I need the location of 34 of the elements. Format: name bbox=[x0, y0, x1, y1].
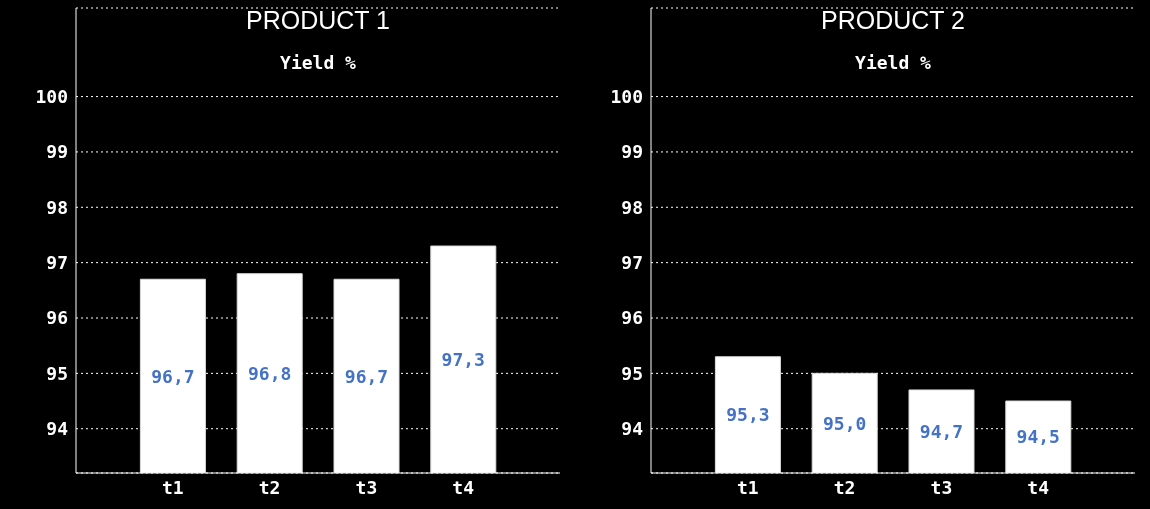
y-tick-label: 94 bbox=[46, 418, 69, 440]
data-label: 96,7 bbox=[344, 365, 389, 387]
y-tick-label: 100 bbox=[35, 85, 68, 107]
y-tick-label: 99 bbox=[621, 141, 643, 163]
text: Yield % bbox=[854, 52, 932, 73]
y-tick-label: 96 bbox=[46, 307, 68, 329]
data-label: 95,3 bbox=[726, 404, 770, 426]
data-label: 94,5 bbox=[1016, 426, 1060, 448]
data-label: 96,8 bbox=[248, 362, 292, 384]
chart-title: PRODUCT 2 bbox=[820, 6, 966, 35]
x-tick-label: t1 bbox=[161, 476, 184, 498]
y-tick-label: 95 bbox=[621, 362, 643, 384]
data-label: 94,7 bbox=[919, 420, 964, 442]
x-tick-label: t4 bbox=[1027, 476, 1050, 498]
x-tick-label: t3 bbox=[930, 476, 953, 498]
x-tick-label: t2 bbox=[258, 476, 281, 498]
y-tick-label: 99 bbox=[46, 141, 68, 163]
y-tick-label: 98 bbox=[46, 196, 68, 218]
y-tick-label: 97 bbox=[621, 252, 643, 274]
chart-title: PRODUCT 1 bbox=[245, 6, 391, 35]
y-tick-label: 100 bbox=[610, 85, 643, 107]
y-tick-label: 96 bbox=[621, 307, 643, 329]
y-tick-label: 98 bbox=[621, 196, 643, 218]
data-label: 95,0 bbox=[823, 412, 867, 434]
y-tick-label: 95 bbox=[46, 362, 68, 384]
y-tick-label: 97 bbox=[46, 252, 68, 274]
x-tick-label: t1 bbox=[736, 476, 759, 498]
data-label: 97,3 bbox=[441, 348, 485, 370]
x-tick-label: t3 bbox=[355, 476, 378, 498]
x-tick-label: t2 bbox=[833, 476, 856, 498]
data-label: 96,7 bbox=[151, 365, 195, 387]
y-tick-label: 94 bbox=[621, 418, 644, 440]
x-tick-label: t4 bbox=[452, 476, 475, 498]
text: Yield % bbox=[279, 52, 357, 73]
